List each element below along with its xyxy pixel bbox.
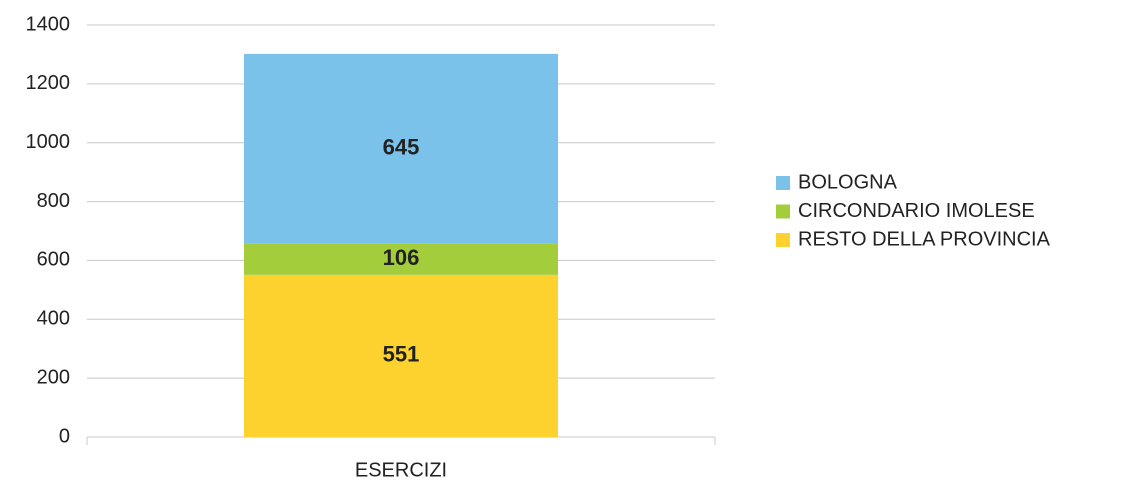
- y-tick-label: 400: [37, 308, 70, 330]
- data-label: 645: [383, 135, 420, 160]
- legend-label: BOLOGNA: [798, 171, 898, 193]
- data-label: 551: [383, 342, 420, 367]
- legend-label: CIRCONDARIO IMOLESE: [798, 200, 1035, 222]
- y-tick-label: 1400: [26, 13, 71, 35]
- y-tick-label: 1200: [26, 72, 71, 94]
- data-label: 106: [383, 245, 420, 270]
- legend-swatch: [776, 176, 790, 190]
- bar-segment: [244, 274, 558, 437]
- y-tick-label: 600: [37, 249, 70, 271]
- bar-segment: [244, 243, 558, 275]
- legend-swatch: [776, 233, 790, 247]
- y-tick-label: 1000: [26, 131, 71, 153]
- y-tick-label: 200: [37, 366, 70, 388]
- y-tick-label: 0: [59, 425, 70, 447]
- x-tick-label: ESERCIZI: [355, 459, 447, 481]
- y-tick-label: 800: [37, 190, 70, 212]
- legend-label: RESTO DELLA PROVINCIA: [798, 228, 1051, 250]
- bar-segment: [244, 53, 558, 244]
- legend-swatch: [776, 204, 790, 219]
